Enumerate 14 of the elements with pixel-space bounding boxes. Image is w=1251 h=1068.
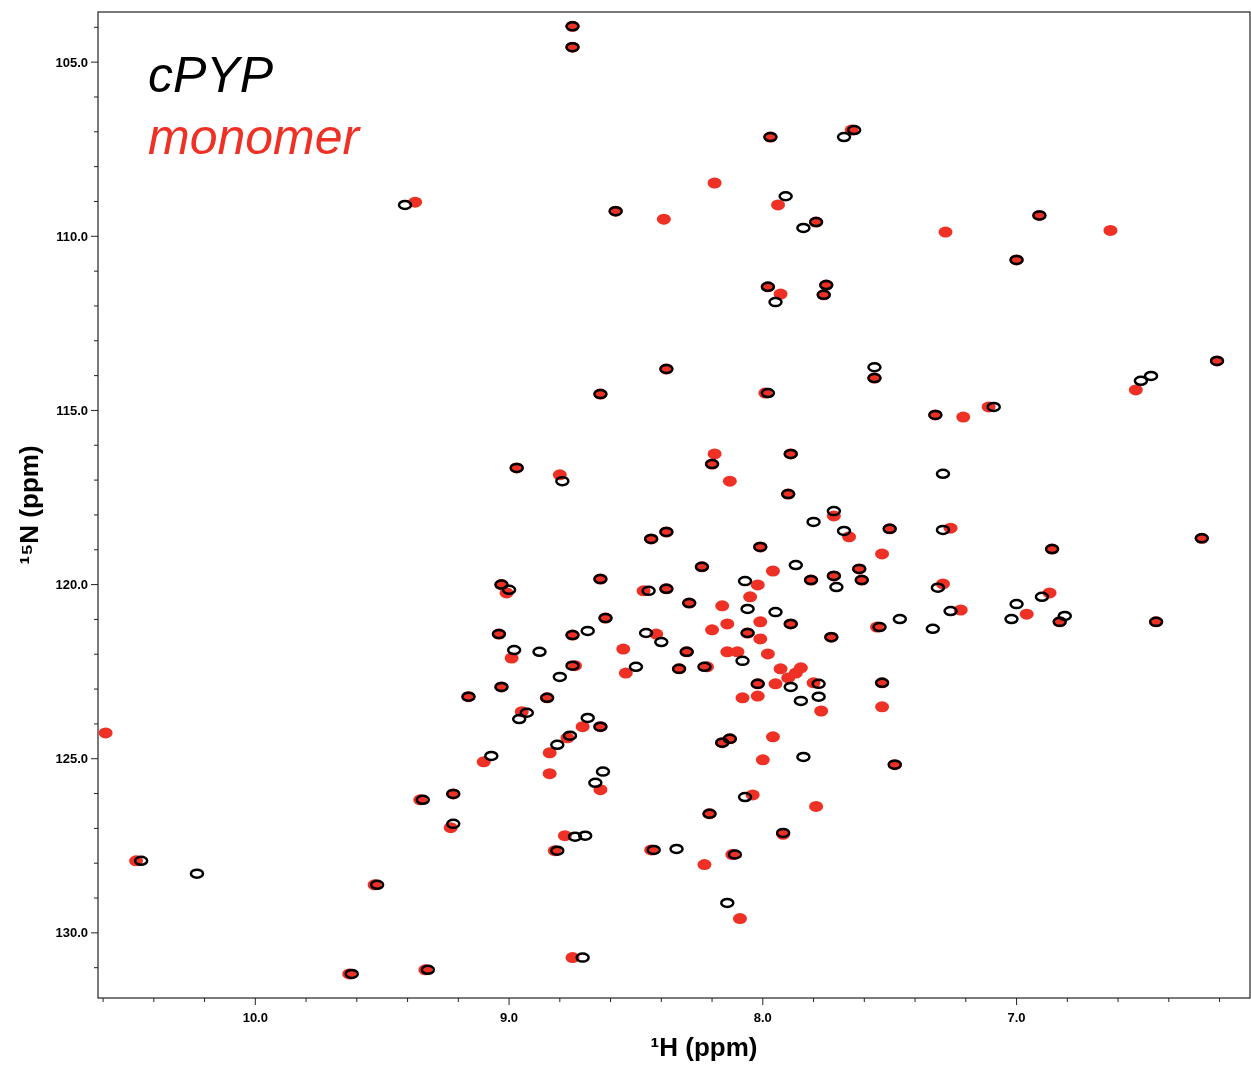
- x-tick-label: 9.0: [500, 1010, 519, 1025]
- x-tick-label: 8.0: [753, 1010, 772, 1025]
- x-tick-label: 7.0: [1007, 1010, 1026, 1025]
- y-tick-label: 125.0: [55, 751, 88, 767]
- y-tick-label: 110.0: [56, 228, 88, 244]
- text: cPYP: [148, 47, 274, 103]
- y-tick-label: 105.0: [55, 54, 88, 70]
- x-tick-label: 10.0: [242, 1010, 268, 1025]
- y-tick-label: 115.0: [56, 402, 88, 418]
- y-tick-label: 130.0: [55, 925, 88, 941]
- series-label: monomer: [148, 109, 362, 165]
- y-axis-title: ¹⁵N (ppm): [14, 445, 44, 565]
- x-axis-title: ¹H (ppm): [650, 1032, 758, 1062]
- y-tick-label: 120.0: [55, 577, 88, 593]
